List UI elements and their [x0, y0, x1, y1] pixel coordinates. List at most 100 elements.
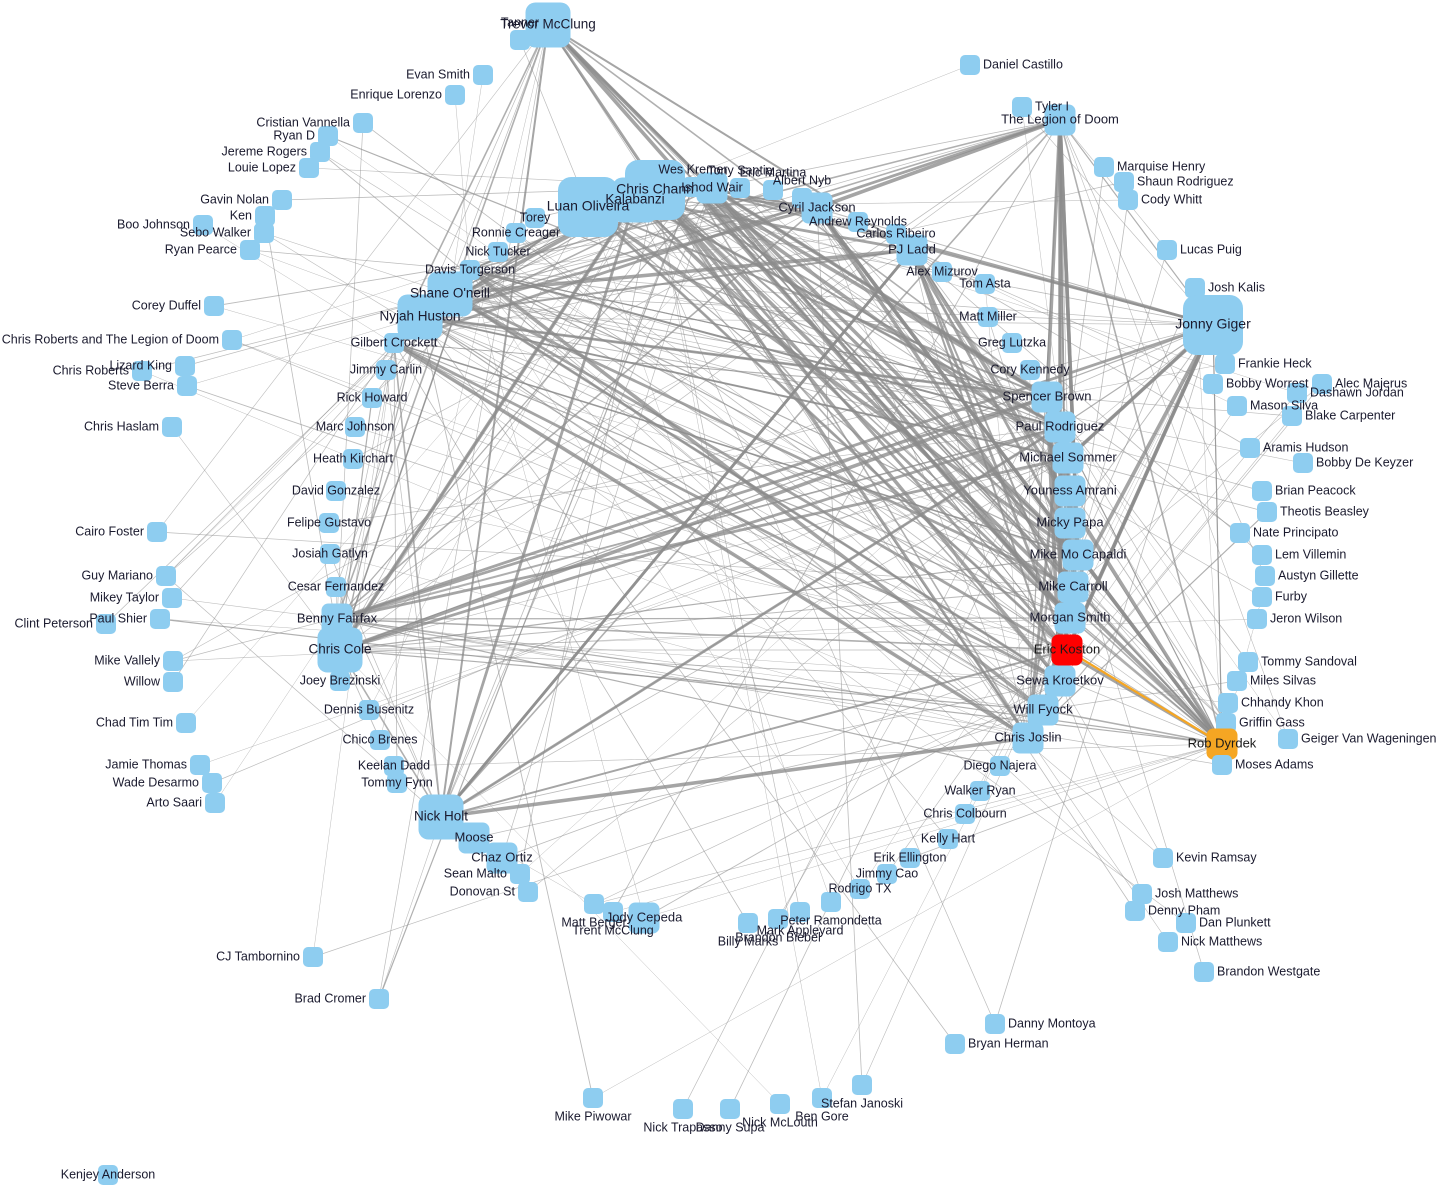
svg-text:Chad Tim Tim: Chad Tim Tim [96, 715, 173, 729]
svg-text:Kenjey Anderson: Kenjey Anderson [61, 1167, 156, 1181]
svg-text:Wade Desarmo: Wade Desarmo [113, 775, 199, 789]
svg-text:Joey Brezinski: Joey Brezinski [300, 673, 381, 687]
svg-text:Kevin Ramsay: Kevin Ramsay [1176, 850, 1257, 864]
svg-text:Lem Villemin: Lem Villemin [1275, 547, 1346, 561]
svg-text:Felipe Gustavo: Felipe Gustavo [287, 515, 371, 529]
svg-text:Cyril Jackson: Cyril Jackson [778, 199, 855, 214]
svg-text:Will Fyock: Will Fyock [1013, 701, 1073, 716]
svg-text:Brad Cromer: Brad Cromer [294, 991, 366, 1005]
svg-text:Tanner: Tanner [501, 15, 539, 29]
svg-text:Chaz Ortiz: Chaz Ortiz [471, 849, 532, 864]
svg-text:Dashawn Jordan: Dashawn Jordan [1310, 385, 1404, 399]
svg-text:Mikey Taylor: Mikey Taylor [90, 590, 159, 604]
svg-text:Michael Sommer: Michael Sommer [1019, 449, 1117, 464]
svg-text:Mike Carroll: Mike Carroll [1038, 578, 1107, 593]
svg-text:Willow: Willow [124, 674, 161, 688]
svg-text:Rodrigo TX: Rodrigo TX [829, 881, 893, 895]
svg-text:Theotis Beasley: Theotis Beasley [1280, 504, 1370, 518]
svg-text:Sebo Walker: Sebo Walker [180, 225, 251, 239]
svg-text:Ronnie Creager: Ronnie Creager [472, 225, 560, 239]
svg-text:Tom Asta: Tom Asta [959, 276, 1010, 290]
svg-text:Chris Haslam: Chris Haslam [84, 419, 159, 433]
svg-text:Chris Cole: Chris Cole [308, 642, 371, 657]
svg-text:Jamie Thomas: Jamie Thomas [105, 757, 187, 771]
svg-text:Shane O'neill: Shane O'neill [410, 286, 490, 301]
svg-text:Keelan Dadd: Keelan Dadd [358, 758, 430, 772]
svg-text:Heath Kirchart: Heath Kirchart [313, 451, 393, 465]
svg-text:Gavin Nolan: Gavin Nolan [200, 192, 269, 206]
svg-text:Diego Najera: Diego Najera [964, 758, 1037, 772]
svg-text:Kalabanzi: Kalabanzi [605, 192, 664, 207]
svg-text:Youness Amrani: Youness Amrani [1023, 482, 1117, 497]
svg-text:Eric Koston: Eric Koston [1034, 641, 1100, 656]
svg-text:Mike Piwowar: Mike Piwowar [554, 1109, 631, 1123]
svg-text:Moses Adams: Moses Adams [1235, 757, 1314, 771]
svg-text:Cesar Fernandez: Cesar Fernandez [288, 579, 385, 593]
svg-text:Morgan Smith: Morgan Smith [1030, 609, 1111, 624]
svg-text:Cairo Foster: Cairo Foster [75, 524, 144, 538]
svg-text:Bryan Herman: Bryan Herman [968, 1036, 1049, 1050]
svg-text:Lizard King: Lizard King [109, 358, 172, 372]
svg-text:Chris Roberts and The Legion o: Chris Roberts and The Legion of Doom [2, 332, 219, 346]
svg-text:Mike Mo Capaldi: Mike Mo Capaldi [1030, 546, 1127, 561]
svg-text:Spencer Brown: Spencer Brown [1003, 388, 1092, 403]
svg-text:Nate Principato: Nate Principato [1253, 525, 1339, 539]
svg-text:Furby: Furby [1275, 589, 1308, 603]
svg-text:Daniel Castillo: Daniel Castillo [983, 57, 1063, 71]
svg-text:Matt Berger: Matt Berger [561, 915, 626, 929]
svg-text:Lucas Puig: Lucas Puig [1180, 242, 1242, 256]
svg-text:Ryan D: Ryan D [273, 128, 315, 142]
svg-text:CJ Tambornino: CJ Tambornino [216, 949, 300, 963]
svg-text:Cristian Vannella: Cristian Vannella [256, 115, 350, 129]
svg-text:Davis Torgerson: Davis Torgerson [425, 262, 515, 276]
svg-text:Ishod Wair: Ishod Wair [681, 179, 743, 194]
svg-text:Greg Lutzka: Greg Lutzka [978, 335, 1046, 349]
svg-text:Dan Plunkett: Dan Plunkett [1199, 915, 1271, 929]
svg-text:Cody Whitt: Cody Whitt [1141, 192, 1203, 206]
svg-text:Rob Dyrdek: Rob Dyrdek [1188, 735, 1257, 750]
svg-text:Donovan St: Donovan St [450, 884, 516, 898]
svg-text:Gilbert Crockett: Gilbert Crockett [351, 335, 438, 349]
svg-text:Griffin Gass: Griffin Gass [1239, 715, 1305, 729]
svg-text:Bobby De Keyzer: Bobby De Keyzer [1316, 455, 1413, 469]
svg-text:Jimmy Cao: Jimmy Cao [856, 866, 919, 880]
svg-text:Frankie Heck: Frankie Heck [1238, 356, 1312, 370]
svg-text:Albert Nyb: Albert Nyb [773, 173, 831, 187]
svg-text:Micky Papa: Micky Papa [1036, 514, 1104, 529]
svg-text:Guy Mariano: Guy Mariano [81, 568, 153, 582]
svg-text:PJ Ladd: PJ Ladd [888, 241, 936, 256]
svg-text:Nick Trapasso: Nick Trapasso [643, 1120, 722, 1134]
svg-text:Chris Joslin: Chris Joslin [994, 729, 1061, 744]
svg-text:Paul Shier: Paul Shier [89, 611, 147, 625]
svg-text:Tommy Sandoval: Tommy Sandoval [1261, 654, 1357, 668]
svg-text:Marc Johnson: Marc Johnson [316, 419, 395, 433]
svg-text:Benny Fairfax: Benny Fairfax [297, 610, 378, 625]
svg-text:Marquise Henry: Marquise Henry [1117, 159, 1206, 173]
svg-text:The Legion of Doom: The Legion of Doom [1001, 111, 1119, 126]
svg-text:Walker Ryan: Walker Ryan [944, 783, 1015, 797]
svg-text:Erik Ellington: Erik Ellington [874, 850, 947, 864]
svg-text:Matt Miller: Matt Miller [959, 309, 1017, 323]
svg-text:Arto Saari: Arto Saari [146, 795, 202, 809]
svg-text:Boo Johnson: Boo Johnson [117, 217, 190, 231]
svg-text:Austyn Gillette: Austyn Gillette [1278, 568, 1359, 582]
svg-text:Bobby Worrest: Bobby Worrest [1226, 376, 1309, 390]
svg-text:Stefan Janoski: Stefan Janoski [821, 1096, 903, 1110]
svg-text:Nick Tucker: Nick Tucker [465, 244, 530, 258]
svg-text:Ken: Ken [230, 208, 252, 222]
svg-text:Geiger Van Wageningen: Geiger Van Wageningen [1301, 731, 1437, 745]
svg-text:Clint Peterson: Clint Peterson [14, 616, 93, 630]
svg-text:Cory Kennedy: Cory Kennedy [990, 362, 1070, 376]
svg-text:Shaun Rodriguez: Shaun Rodriguez [1137, 174, 1234, 188]
svg-text:Chhandy Khon: Chhandy Khon [1241, 695, 1324, 709]
svg-text:Brandon Westgate: Brandon Westgate [1217, 964, 1320, 978]
svg-text:Sewa Kroetkov: Sewa Kroetkov [1016, 672, 1104, 687]
svg-text:Josh Kalis: Josh Kalis [1208, 280, 1265, 294]
svg-text:Chris Colbourn: Chris Colbourn [923, 806, 1006, 820]
svg-text:Nick Matthews: Nick Matthews [1181, 934, 1262, 948]
svg-text:Brian Peacock: Brian Peacock [1275, 483, 1356, 497]
svg-text:Danny Montoya: Danny Montoya [1008, 1016, 1096, 1030]
svg-text:Mike Vallely: Mike Vallely [94, 653, 161, 667]
svg-text:Billy Marks: Billy Marks [718, 934, 778, 948]
svg-text:Miles Silvas: Miles Silvas [1250, 673, 1316, 687]
